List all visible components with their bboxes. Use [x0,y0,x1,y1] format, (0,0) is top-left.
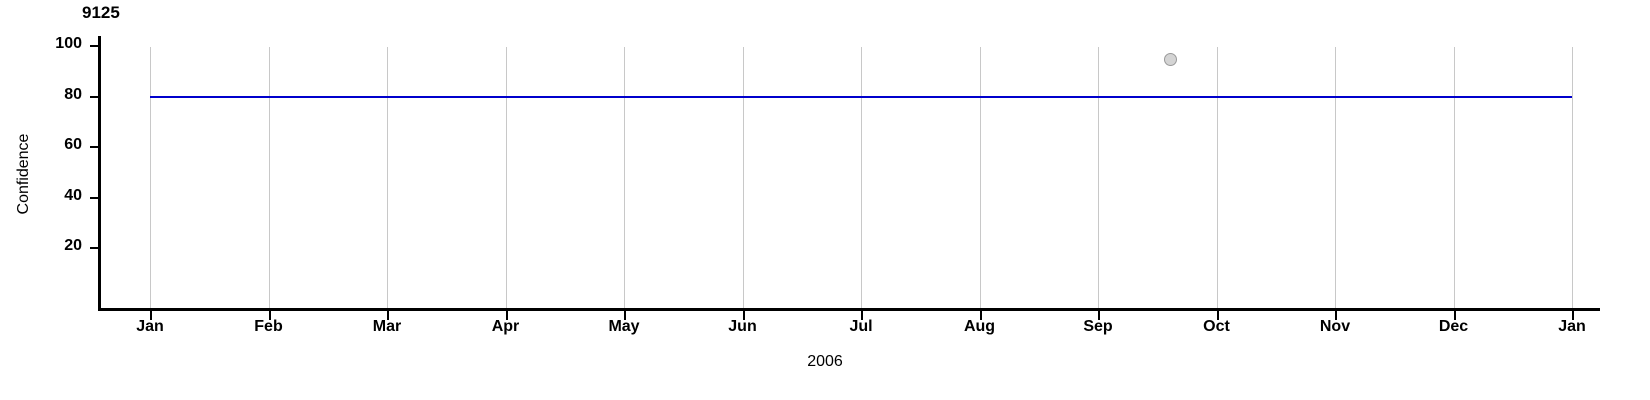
series-line-segment [861,95,980,98]
series-line-segment [1216,95,1335,98]
series-line-segment [742,95,861,98]
gridline-vertical [624,47,625,308]
y-tick-mark [90,95,99,98]
series-line-segment [1335,95,1454,98]
y-axis-line [98,36,101,311]
x-tick-label: May [608,318,640,335]
gridline-vertical [1335,47,1336,308]
x-tick-mark [505,311,508,320]
y-tick-mark [90,146,99,148]
data-point-marker[interactable] [1164,53,1178,67]
x-tick-label: Jan [136,318,164,335]
series-line-segment [624,95,743,98]
y-tick-mark [90,196,99,199]
gridline-vertical [1216,47,1218,308]
series-line-segment [505,95,624,98]
x-tick-mark [742,311,745,320]
x-axis-line [98,308,1600,311]
x-tick-label: Feb [254,318,283,335]
chart-title: 9125 [82,3,120,22]
x-tick-label: Apr [491,318,520,335]
gridline-vertical [979,47,981,308]
y-tick-label: 100 [55,35,82,52]
x-tick-label: Jan [1558,318,1586,335]
x-tick-label: Jul [849,318,873,335]
x-tick-label: Dec [1438,318,1469,335]
x-tick-label: Oct [1203,318,1230,335]
y-tick-label: 80 [64,85,82,103]
gridline-vertical [505,47,507,308]
x-tick-label: Sep [1083,318,1113,335]
x-tick-mark [387,311,389,320]
y-tick-mark [90,247,99,249]
series-line-segment [268,95,387,98]
gridline-vertical [387,47,388,308]
gridline-vertical [1572,47,1573,308]
y-tick-label: 20 [64,237,82,254]
x-tick-mark [1572,311,1574,320]
x-tick-mark [1216,311,1219,320]
x-tick-label: Aug [963,318,996,335]
x-tick-mark [1453,311,1456,320]
y-tick-label: 40 [64,186,82,204]
gridline-vertical [150,47,151,308]
series-line-segment [387,95,506,98]
x-tick-mark [1098,311,1100,320]
x-axis-title: 2006 [807,353,843,370]
x-tick-label: Nov [1319,318,1351,335]
y-tick-mark [90,45,99,47]
series-line-segment [1453,95,1572,98]
gridline-vertical [1098,47,1099,308]
y-tick-label: 60 [64,136,82,153]
x-tick-mark [979,311,982,320]
x-tick-label: Jun [728,318,757,335]
gridline-vertical [861,47,862,308]
x-tick-mark [861,311,863,320]
x-tick-mark [624,311,626,320]
x-tick-mark [268,311,271,320]
x-tick-mark [150,311,152,320]
x-tick-mark [1335,311,1337,320]
gridline-vertical [268,47,270,308]
series-line-segment [1098,95,1217,98]
gridline-vertical [1453,47,1455,308]
series-line-segment [979,95,1098,98]
y-axis-title: Confidence [15,133,32,215]
series-line-segment [150,95,269,98]
x-tick-label: Mar [372,318,402,335]
gridline-vertical [742,47,744,308]
